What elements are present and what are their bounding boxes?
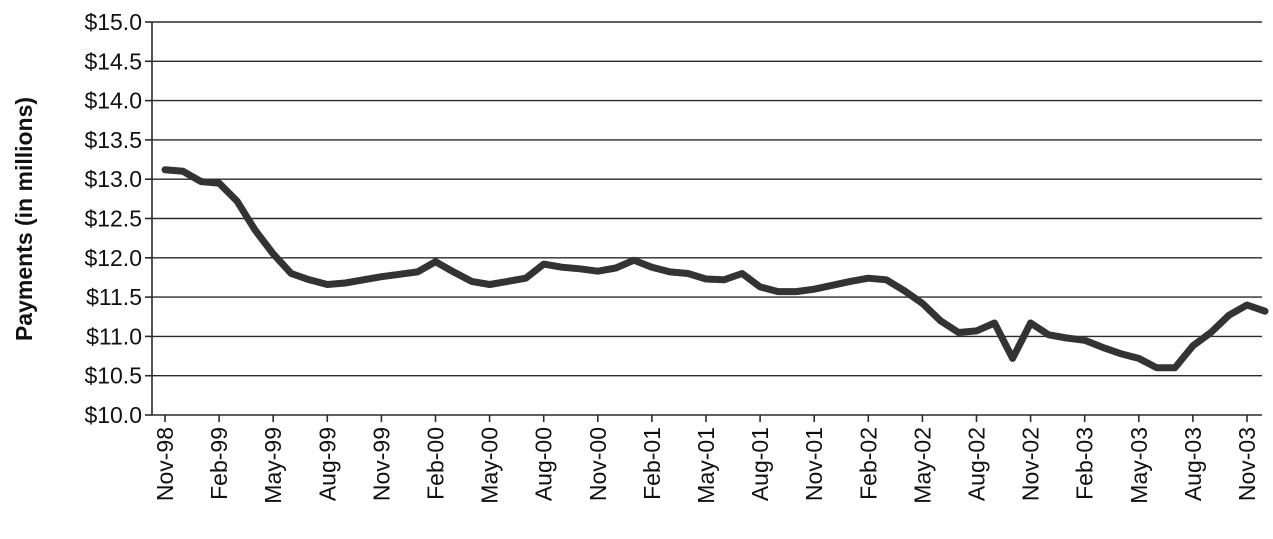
x-tick-label: May-02 bbox=[909, 427, 935, 504]
x-tick-label: Nov-00 bbox=[585, 427, 611, 501]
x-tick-label: Aug-00 bbox=[531, 427, 557, 501]
y-axis-ticks: $15.0 $14.5 $14.0 $13.5 $13.0 $12.5 $12.0 $11.5… bbox=[84, 9, 152, 428]
y-tick-label: $12.0 bbox=[84, 245, 142, 271]
x-tick-label: Feb-03 bbox=[1072, 427, 1098, 500]
x-tick-label: Feb-99 bbox=[206, 427, 232, 500]
y-axis-title: Payments (in millions) bbox=[11, 97, 37, 341]
x-tick-label: Aug-03 bbox=[1180, 427, 1206, 501]
x-tick-label: Nov-99 bbox=[368, 427, 394, 501]
x-tick-label: Nov-03 bbox=[1234, 427, 1260, 501]
y-tick-label: $13.0 bbox=[84, 166, 142, 192]
x-tick-label: May-99 bbox=[260, 427, 286, 504]
x-tick-label: Feb-02 bbox=[855, 427, 881, 500]
x-tick-label: Aug-01 bbox=[747, 427, 773, 501]
y-tick-label: $10.5 bbox=[84, 363, 142, 389]
x-tick-label: Nov-98 bbox=[152, 427, 178, 501]
gridlines bbox=[152, 21, 1262, 377]
x-tick-label: Aug-99 bbox=[314, 427, 340, 501]
y-tick-label: $10.0 bbox=[84, 402, 142, 428]
x-tick-label: Aug-02 bbox=[964, 427, 990, 501]
y-tick-label: $12.5 bbox=[84, 206, 142, 232]
x-tick-label: May-03 bbox=[1126, 427, 1152, 504]
series-layer bbox=[161, 166, 1269, 372]
x-tick-label: Feb-00 bbox=[423, 427, 449, 500]
y-tick-label: $14.5 bbox=[84, 48, 142, 74]
y-tick-label: $11.0 bbox=[86, 323, 142, 349]
y-tick-label: $11.5 bbox=[86, 284, 142, 310]
y-tick-label: $13.5 bbox=[84, 127, 142, 153]
y-tick-label: $15.0 bbox=[84, 9, 142, 35]
x-tick-label: May-01 bbox=[693, 427, 719, 504]
y-tick-label: $14.0 bbox=[84, 88, 142, 114]
x-tick-label: Nov-02 bbox=[1018, 427, 1044, 501]
x-tick-label: Nov-01 bbox=[801, 427, 827, 501]
x-axis-ticks: Nov-98 Feb-99 May-99 Aug-99 Nov-99 Feb-00 May-… bbox=[152, 415, 1260, 504]
series-line bbox=[161, 166, 1269, 372]
x-tick-label: Feb-01 bbox=[639, 427, 665, 500]
x-tick-label: May-00 bbox=[477, 427, 503, 504]
